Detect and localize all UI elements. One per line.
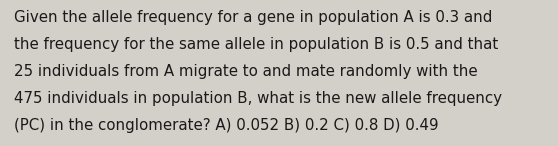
Text: 25 individuals from A migrate to and mate randomly with the: 25 individuals from A migrate to and mat… [14,64,478,79]
Text: the frequency for the same allele in population B is 0.5 and that: the frequency for the same allele in pop… [14,37,498,52]
Text: 475 individuals in population B, what is the new allele frequency: 475 individuals in population B, what is… [14,91,502,106]
Text: (PC) in the conglomerate? A) 0.052 B) 0.2 C) 0.8 D) 0.49: (PC) in the conglomerate? A) 0.052 B) 0.… [14,118,439,133]
Text: Given the allele frequency for a gene in population A is 0.3 and: Given the allele frequency for a gene in… [14,10,492,25]
